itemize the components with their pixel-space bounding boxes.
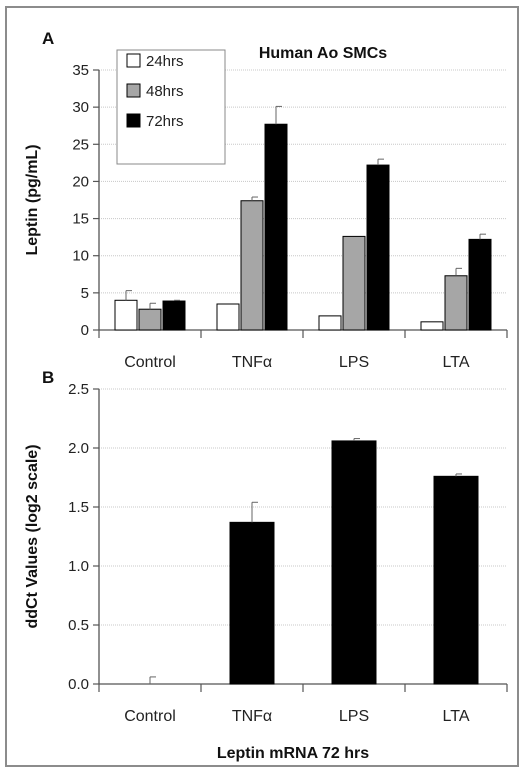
legend-label: 24hrs: [146, 53, 184, 70]
y-tick-label: 15: [72, 211, 89, 228]
y-axis-label: ddCt Values (log2 scale): [24, 444, 41, 628]
panel-letter-a: A: [42, 29, 54, 48]
legend-swatch: [126, 83, 141, 98]
bar: [138, 308, 162, 331]
y-tick-label: 5: [81, 285, 89, 302]
legend-box: [116, 49, 226, 165]
bar: [342, 235, 366, 331]
bar: [444, 275, 468, 331]
x-axis-label: Leptin mRNA 72 hrs: [217, 745, 369, 762]
x-tick-label: Control: [124, 354, 176, 371]
x-tick-label: LTA: [443, 708, 470, 725]
y-tick-label: 0.0: [68, 676, 89, 693]
bar: [216, 303, 240, 331]
legend-swatch: [126, 113, 141, 128]
y-tick-label: 2.0: [68, 440, 89, 457]
figure-frame: A Human Ao SMCs 0 5 10 15 20 25 30 35 Leptin (pg/m…: [5, 6, 519, 767]
legend-label: 48hrs: [146, 83, 184, 100]
x-tick-label: LTA: [443, 354, 470, 371]
bar: [468, 238, 492, 331]
y-tick-label: 20: [72, 173, 89, 190]
y-axis-label: Leptin (pg/mL): [24, 144, 41, 255]
bar: [433, 475, 479, 685]
y-tick-label: 35: [72, 62, 89, 79]
bar: [264, 123, 288, 331]
bar: [240, 200, 264, 331]
x-tick-label: TNFα: [232, 708, 272, 725]
y-tick-label: 1.5: [68, 499, 89, 516]
y-tick-label: 2.5: [68, 381, 89, 398]
panel-letter-b: B: [42, 368, 54, 387]
bar: [366, 164, 390, 331]
y-tick-label: 1.0: [68, 558, 89, 575]
bar: [162, 300, 186, 331]
bar: [420, 321, 444, 331]
chart-title: Human Ao SMCs: [259, 45, 387, 62]
y-tick-label: 10: [72, 248, 89, 265]
legend-swatch: [126, 53, 141, 68]
bar: [318, 315, 342, 331]
y-tick-label: 30: [72, 99, 89, 116]
bar: [114, 299, 138, 331]
x-tick-label: Control: [124, 708, 176, 725]
x-tick-label: LPS: [339, 708, 369, 725]
y-tick-label: 25: [72, 136, 89, 153]
x-tick-label: LPS: [339, 354, 369, 371]
y-tick-label: 0: [81, 322, 89, 339]
bar: [229, 521, 275, 685]
legend-label: 72hrs: [146, 113, 184, 130]
bar: [331, 440, 377, 685]
chart-svg: A Human Ao SMCs 0 5 10 15 20 25 30 35 Leptin (pg/m…: [24, 29, 508, 762]
y-tick-label: 0.5: [68, 617, 89, 634]
x-tick-label: TNFα: [232, 354, 272, 371]
